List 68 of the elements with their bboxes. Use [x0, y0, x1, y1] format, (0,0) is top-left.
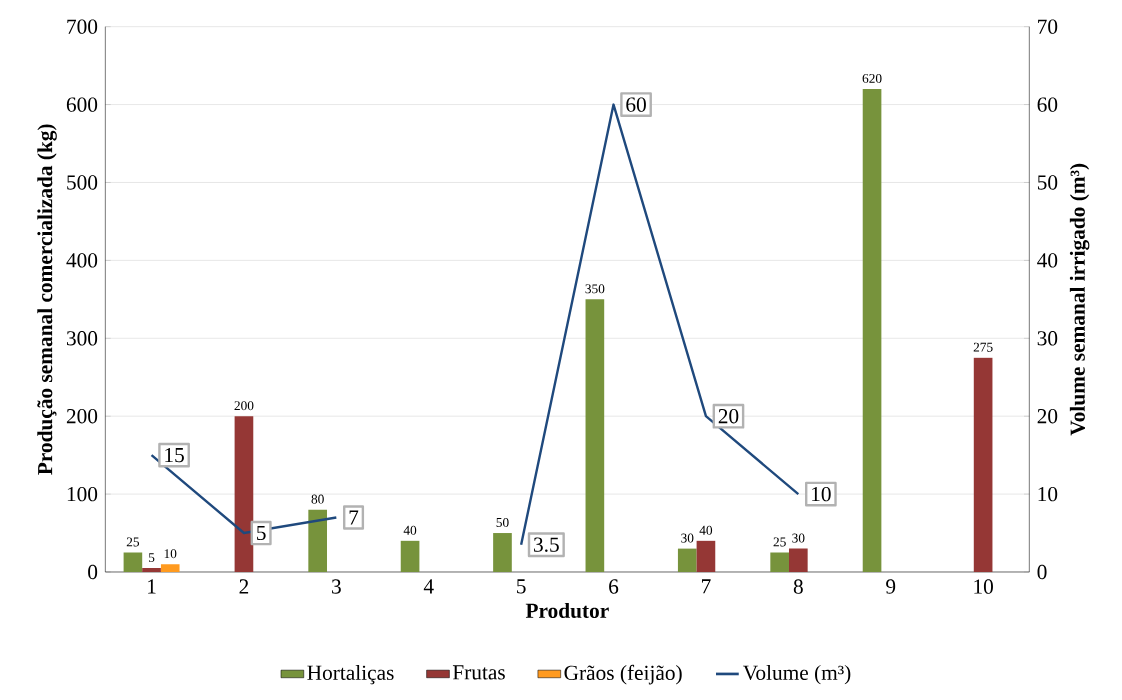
data-label: 5 — [257, 525, 266, 541]
y-tick-label: 400 — [66, 253, 98, 268]
x-axis-title: Produtor — [525, 602, 609, 618]
data-label: 30 — [792, 533, 805, 543]
y2-tick-label: 60 — [1037, 97, 1058, 112]
y-tick-label: 0 — [88, 564, 98, 580]
y-tick-label: 600 — [66, 97, 98, 112]
data-label: 10 — [812, 486, 831, 502]
data-label: 40 — [403, 525, 417, 535]
bar — [400, 540, 420, 572]
data-label: 350 — [585, 284, 605, 294]
y-tick-label: 300 — [66, 331, 98, 346]
y2-tick-label: 70 — [1038, 19, 1058, 34]
y2-tick-label: 30 — [1037, 331, 1058, 346]
bar — [234, 416, 254, 572]
bar — [788, 548, 808, 572]
y-tick-label: 200 — [66, 408, 98, 424]
y2-axis-title: Volume semanal irrigado (m³) — [1069, 163, 1090, 436]
bar — [123, 552, 143, 572]
y2-tick-label: 0 — [1037, 564, 1047, 580]
data-label: 80 — [311, 494, 324, 504]
data-label: 275 — [973, 342, 993, 352]
data-label: 200 — [234, 401, 254, 411]
bar — [308, 509, 328, 572]
data-label: 5 — [148, 553, 155, 563]
y-tick-label: 700 — [67, 19, 98, 34]
bar — [862, 88, 882, 572]
y-tick-label: 500 — [67, 175, 98, 190]
data-label: 15 — [165, 448, 184, 463]
bar — [493, 533, 512, 572]
y-axis-title: Produção semanal comercializada (kg) — [37, 124, 57, 475]
data-label: 50 — [496, 518, 509, 527]
x-tick-label: 5 — [517, 579, 526, 594]
bar — [142, 568, 161, 572]
x-tick-label: 6 — [609, 579, 619, 594]
data-label: 60 — [626, 97, 646, 112]
legend-label: Hortaliças — [307, 664, 394, 685]
data-label: 25 — [773, 537, 786, 547]
data-label: 7 — [349, 510, 359, 525]
y2-tick-label: 40 — [1037, 253, 1058, 268]
y2-tick-label: 10 — [1038, 486, 1058, 502]
y-tick-label: 100 — [67, 486, 98, 502]
data-label: 40 — [699, 525, 713, 535]
x-tick-label: 1 — [148, 579, 156, 594]
x-tick-label: 3 — [332, 579, 341, 594]
x-tick-label: 7 — [702, 579, 711, 594]
bar — [973, 357, 993, 572]
x-tick-label: 8 — [793, 579, 803, 594]
data-label: 25 — [126, 537, 140, 547]
y2-tick-label: 20 — [1037, 408, 1058, 424]
x-tick-label: 2 — [239, 579, 249, 594]
bar — [696, 540, 716, 572]
bar — [585, 299, 605, 572]
x-tick-label: 10 — [974, 579, 993, 594]
y2-tick-label: 50 — [1037, 175, 1058, 190]
bar — [770, 552, 789, 572]
legend-label: Grãos (feijão) — [564, 664, 682, 685]
x-tick-label: 4 — [423, 579, 434, 594]
bar — [677, 548, 697, 572]
x-tick-label: 9 — [886, 579, 896, 594]
legend-label: Volume (m³) — [742, 664, 851, 685]
data-label: 620 — [862, 73, 882, 83]
data-label: 30 — [681, 533, 694, 543]
data-label: 3.5 — [534, 537, 559, 552]
bar — [160, 564, 180, 572]
data-label: 20 — [718, 408, 739, 424]
legend-label: Frutas — [452, 665, 505, 680]
data-label: 10 — [164, 549, 177, 559]
